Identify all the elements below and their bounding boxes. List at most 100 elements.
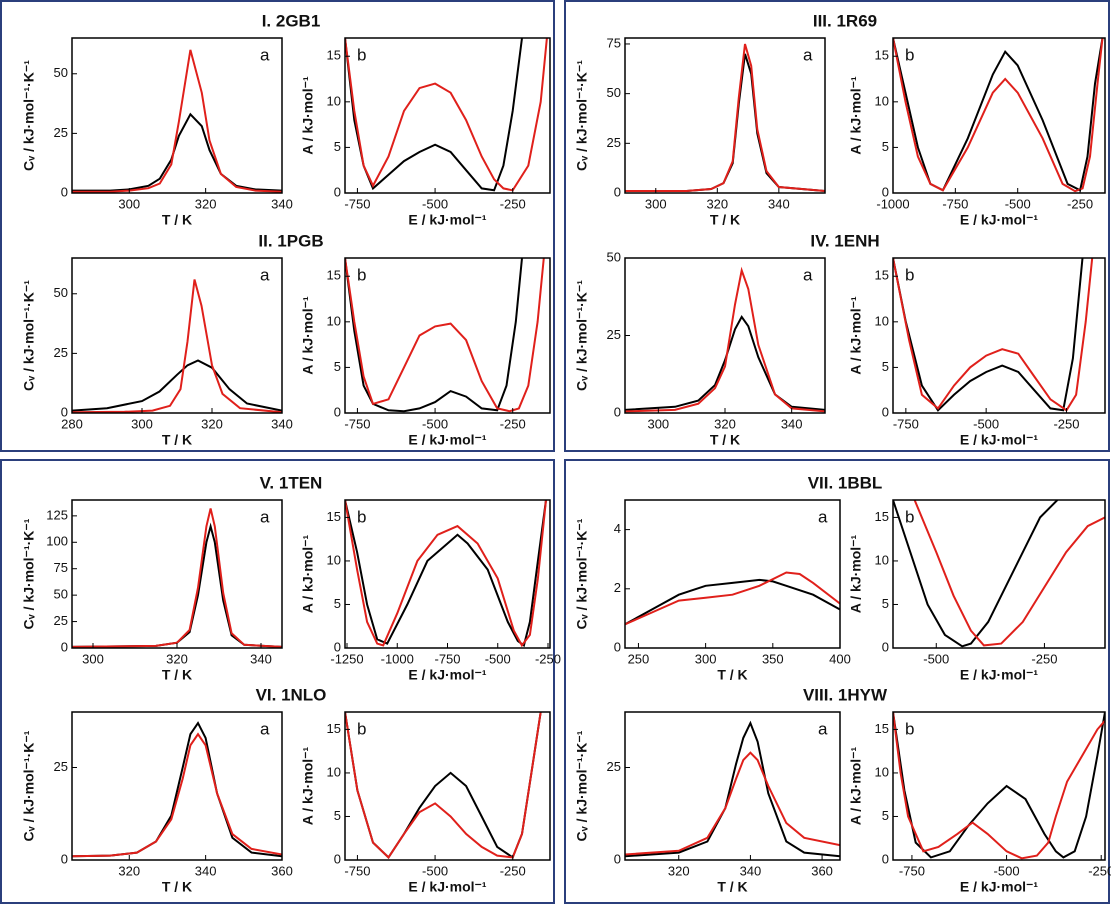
y-tick-label: 25 <box>54 125 68 140</box>
curve <box>345 258 545 413</box>
curve <box>625 720 840 858</box>
panel-label: b <box>357 265 366 284</box>
x-axis-label: E / kJ·mol⁻¹ <box>960 879 1039 895</box>
plot-frame <box>624 711 841 861</box>
x-tick-label: -500 <box>422 863 448 878</box>
y-tick-label: 5 <box>334 808 341 823</box>
y-tick-label: 15 <box>327 509 341 524</box>
y-tick-label: 75 <box>54 560 68 575</box>
y-tick-label: 0 <box>334 851 341 866</box>
plot-frame <box>624 37 826 194</box>
curve <box>345 712 542 859</box>
y-axis-label: Cᵥ / kJ·mol⁻¹·K⁻¹ <box>21 60 37 171</box>
panel-label: b <box>905 719 914 738</box>
y-tick-label: 100 <box>46 534 68 549</box>
x-axis-label: T / K <box>717 879 747 895</box>
y-axis-label: Cᵥ / kJ·mol⁻¹·K⁻¹ <box>574 60 590 171</box>
box <box>564 459 1110 904</box>
x-tick-label: -250 <box>1088 863 1111 878</box>
plot-frame <box>892 257 1106 414</box>
x-axis-label: E / kJ·mol⁻¹ <box>960 432 1039 448</box>
x-axis-label: T / K <box>710 212 740 228</box>
y-tick-label: 0 <box>614 639 621 654</box>
x-tick-label: -1000 <box>381 651 414 666</box>
y-tick-label: 0 <box>61 404 68 419</box>
panel-title: VII. 1BBL <box>808 473 883 492</box>
y-axis-label: A / kJ·mol⁻¹ <box>300 76 316 155</box>
y-tick-label: 25 <box>54 345 68 360</box>
curve <box>625 571 840 626</box>
y-tick-label: 10 <box>875 313 889 328</box>
plot-frame <box>344 257 551 414</box>
x-tick-label: -500 <box>422 416 448 431</box>
curve <box>893 38 1104 193</box>
curve <box>625 43 825 192</box>
y-tick-label: 5 <box>882 359 889 374</box>
plot-frame <box>71 37 283 194</box>
curve <box>72 732 282 858</box>
y-tick-label: 5 <box>334 359 341 374</box>
x-tick-label: 320 <box>195 196 217 211</box>
y-axis-label: A / kJ·mol⁻¹ <box>848 534 864 613</box>
y-tick-label: 0 <box>882 184 889 199</box>
panel-title: II. 1PGB <box>258 231 323 250</box>
plot-frame <box>892 37 1106 194</box>
x-tick-label: 300 <box>647 416 669 431</box>
y-tick-label: 4 <box>614 521 621 536</box>
y-axis-label: A / kJ·mol⁻¹ <box>848 76 864 155</box>
x-tick-label: 300 <box>82 651 104 666</box>
plot-frame <box>71 257 283 414</box>
panel-label: a <box>818 507 828 526</box>
y-tick-label: 0 <box>334 404 341 419</box>
curve <box>345 258 523 413</box>
curve <box>345 500 547 648</box>
x-tick-label: -250 <box>535 651 561 666</box>
x-tick-label: -750 <box>942 196 968 211</box>
x-tick-label: 280 <box>61 416 83 431</box>
curve <box>893 500 1059 648</box>
x-tick-label: 340 <box>250 651 272 666</box>
curve <box>345 500 547 648</box>
y-tick-label: 15 <box>327 48 341 63</box>
curve <box>72 508 282 648</box>
y-tick-label: 0 <box>882 851 889 866</box>
x-tick-label: -250 <box>1053 416 1079 431</box>
x-tick-label: 340 <box>271 416 293 431</box>
plot-frame <box>892 499 1106 649</box>
x-tick-label: -500 <box>923 651 949 666</box>
y-tick-label: 15 <box>875 509 889 524</box>
y-tick-label: 50 <box>54 285 68 300</box>
y-tick-label: 0 <box>882 404 889 419</box>
y-tick-label: 10 <box>327 93 341 108</box>
curve <box>913 500 1105 647</box>
y-tick-label: 25 <box>607 759 621 774</box>
y-tick-label: 0 <box>61 639 68 654</box>
x-tick-label: -500 <box>422 196 448 211</box>
x-tick-label: 340 <box>740 863 762 878</box>
y-tick-label: 15 <box>875 268 889 283</box>
curve <box>893 258 1094 412</box>
x-tick-label: -500 <box>973 416 999 431</box>
panel-title: I. 2GB1 <box>262 11 321 30</box>
x-tick-label: 300 <box>131 416 153 431</box>
curve <box>345 712 542 859</box>
x-tick-label: 350 <box>762 651 784 666</box>
panel-label: b <box>905 265 914 284</box>
panel-label: b <box>357 719 366 738</box>
x-axis-label: E / kJ·mol⁻¹ <box>408 432 487 448</box>
y-axis-label: A / kJ·mol⁻¹ <box>300 534 316 613</box>
y-tick-label: 0 <box>61 184 68 199</box>
y-tick-label: 0 <box>334 639 341 654</box>
plot-frame <box>624 257 826 414</box>
y-tick-label: 10 <box>327 764 341 779</box>
x-tick-label: -750 <box>344 863 370 878</box>
x-tick-label: 400 <box>829 651 851 666</box>
x-tick-label: -250 <box>500 863 526 878</box>
x-tick-label: -1000 <box>876 196 909 211</box>
x-tick-label: 340 <box>271 196 293 211</box>
y-tick-label: 15 <box>875 48 889 63</box>
x-tick-label: 300 <box>118 196 140 211</box>
x-tick-label: 360 <box>271 863 293 878</box>
box <box>0 0 555 452</box>
